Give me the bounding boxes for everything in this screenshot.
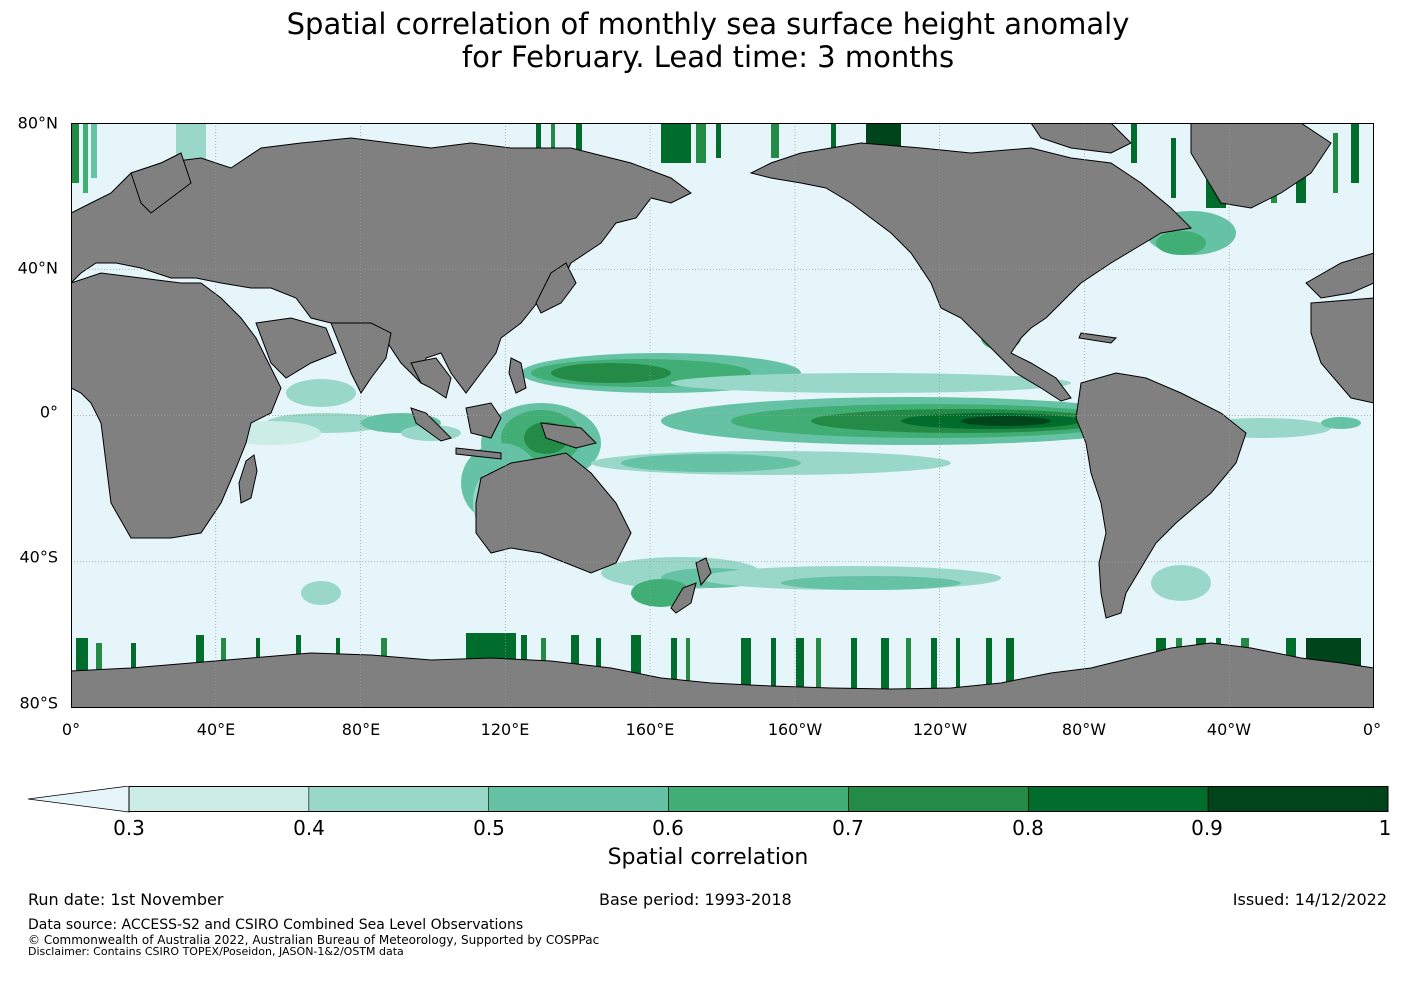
land-sumatra [410, 407, 452, 442]
lat-label-80n: 80°N [17, 113, 58, 133]
land-antarctica [71, 642, 1374, 708]
disclaimer: Disclaimer: Contains CSIRO TOPEX/Poseido… [28, 945, 404, 958]
colorbar-segment-0.6 [668, 786, 849, 812]
land-philippines [508, 357, 527, 394]
lon-label-40w: 40°W [1206, 720, 1252, 739]
land-borneo [465, 402, 502, 439]
colorbar-segment-0.8 [1027, 786, 1209, 812]
land-australia [475, 452, 632, 574]
issued-date: Issued: 14/12/2022 [1232, 890, 1387, 909]
colorbar-tick-0.3: 0.3 [113, 816, 145, 840]
base-period: Base period: 1993-2018 [599, 890, 792, 909]
land-africa-west-edge [1310, 297, 1374, 404]
land-europe-west [1305, 252, 1374, 299]
colorbar [28, 786, 1389, 813]
colorbar-tick-0.8: 0.8 [1012, 816, 1044, 840]
land-africa [71, 272, 282, 539]
colorbar-tick-0.6: 0.6 [652, 816, 684, 840]
land-greenland [1190, 123, 1332, 209]
lat-label-80s: 80°S [19, 693, 58, 713]
lon-label-80e: 80°E [341, 720, 381, 739]
land-cuba [1078, 332, 1118, 344]
lon-label-40e: 40°E [196, 720, 236, 739]
lat-label-equator: 0° [39, 402, 58, 422]
map-gridlines [71, 123, 1374, 708]
land-north-america [749, 142, 1193, 402]
land-arctic-islands [1030, 123, 1132, 154]
colorbar-tick-0.7: 0.7 [832, 816, 864, 840]
data-source: Data source: ACCESS-S2 and CSIRO Combine… [28, 917, 524, 933]
lon-label-80w: 80°W [1061, 720, 1107, 739]
colorbar-segment-0.4 [308, 786, 490, 812]
lon-label-160w: 160°W [767, 720, 823, 739]
lon-label-120w: 120°W [912, 720, 968, 739]
lon-label-0-west: 0° [61, 720, 81, 739]
lon-label-160e: 160°E [625, 720, 675, 739]
lon-label-120e: 120°E [480, 720, 530, 739]
land-madagascar [238, 454, 258, 504]
colorbar-tick-1: 1 [1378, 816, 1392, 840]
colorbar-tick-0.5: 0.5 [473, 816, 505, 840]
colorbar-label: Spatial correlation [607, 845, 809, 870]
title-line-2: for February. Lead time: 3 months [461, 40, 955, 74]
title-line-1: Spatial correlation of monthly sea surfa… [286, 7, 1130, 41]
lat-label-40n: 40°N [17, 258, 58, 278]
land-java [455, 447, 502, 460]
lat-label-40s: 40°S [19, 547, 58, 567]
colorbar-tick-0.4: 0.4 [293, 816, 325, 840]
colorbar-segment-0.5 [488, 786, 669, 812]
land-japan [535, 262, 577, 314]
map-canvas [71, 123, 1374, 708]
map-frame [71, 123, 1374, 708]
correlation-map [71, 123, 1374, 708]
copyright: © Commonwealth of Australia 2022, Austra… [28, 933, 600, 947]
colorbar-tick-0.9: 0.9 [1191, 816, 1223, 840]
land-south-america [1075, 372, 1247, 619]
colorbar-under-extension [28, 786, 130, 813]
colorbar-segment-0.7 [848, 786, 1029, 812]
land-masses [71, 123, 1374, 708]
colorbar-frame [128, 786, 1389, 812]
land-arabia [255, 317, 337, 379]
land-southeast-asia [410, 357, 452, 399]
land-scandinavia [130, 152, 192, 214]
lon-label-0-east: 0° [1362, 720, 1382, 739]
chart-title: Spatial correlation of monthly sea surfa… [0, 8, 1416, 74]
land-new-guinea [540, 422, 597, 449]
land-india [330, 322, 392, 394]
run-date: Run date: 1st November [28, 890, 224, 909]
colorbar-segment-0.9 [1207, 786, 1389, 812]
land-new-zealand-south [670, 582, 697, 614]
land-new-zealand [695, 557, 712, 587]
colorbar-segment-0.3 [128, 786, 310, 812]
